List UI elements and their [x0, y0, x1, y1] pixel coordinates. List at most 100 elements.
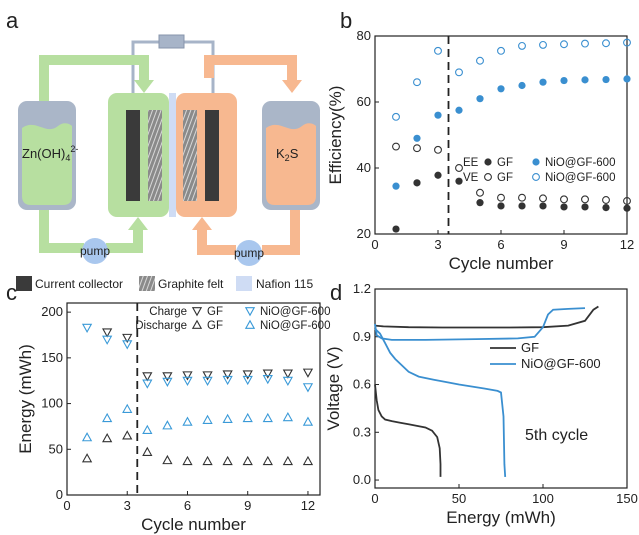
x-tick-label: 6	[497, 237, 504, 252]
data-point	[242, 412, 253, 423]
negolyte-loop	[39, 55, 154, 253]
data-point	[262, 412, 273, 423]
legend-felt-swatch	[139, 276, 155, 291]
data-point	[142, 379, 153, 389]
tank-left-label: Zn(OH)42-	[22, 144, 78, 163]
data-point	[413, 144, 421, 153]
graphite-felt-left	[148, 110, 162, 201]
legend-entry-label: NiO@GF-600	[521, 356, 601, 371]
panel-a-schematic: a Zn(OH)42- K2S	[6, 8, 320, 291]
membrane	[169, 93, 176, 217]
data-point	[455, 68, 463, 77]
data-point	[202, 376, 213, 387]
data-point	[102, 335, 113, 345]
plot-frame	[66, 302, 321, 496]
data-point	[560, 195, 568, 204]
data-point	[182, 371, 193, 381]
y-tick-label: 80	[357, 28, 371, 43]
x-tick-label: 12	[301, 498, 315, 513]
data-point	[581, 39, 589, 48]
current-collector-right	[205, 110, 219, 201]
x-tick-label: 9	[244, 498, 251, 513]
data-point	[242, 455, 253, 466]
data-point	[182, 455, 193, 466]
legend-row-label: Discharge	[135, 320, 187, 332]
data-point	[560, 40, 568, 49]
data-point	[623, 197, 631, 205]
data-point	[539, 78, 547, 86]
data-point	[518, 81, 526, 90]
tank-right-label: K2S	[276, 146, 299, 163]
data-point	[302, 416, 314, 426]
data-point	[497, 193, 505, 202]
data-point	[282, 411, 294, 422]
data-point	[581, 76, 589, 84]
legend-entry-label: NiO@GF-600	[545, 172, 615, 184]
data-point	[413, 179, 421, 187]
data-point	[302, 383, 314, 393]
data-point	[434, 111, 442, 119]
data-point	[302, 455, 314, 466]
data-point	[539, 194, 547, 203]
x-tick-label: 0	[63, 498, 70, 513]
data-point	[539, 202, 547, 210]
panel-d-voltage-chart: d 0 50 100 150 0.0 0.3 0.6 0.9 1.2 Energy (mWh) Vo…	[324, 280, 638, 527]
legend-entry-label: GF	[207, 320, 223, 332]
data-point	[202, 414, 213, 424]
data-point	[518, 41, 526, 50]
data-point	[102, 432, 113, 443]
data-point	[262, 455, 273, 466]
series-line	[374, 384, 442, 477]
data-point	[202, 371, 213, 381]
data-point	[222, 370, 233, 380]
data-point	[434, 171, 442, 179]
data-point	[476, 199, 484, 207]
data-point	[392, 225, 400, 233]
data-point	[162, 420, 173, 430]
legend-marker	[484, 158, 492, 166]
x-axis-label: Energy (mWh)	[446, 508, 556, 527]
data-point	[476, 95, 484, 103]
data-point	[262, 369, 273, 379]
legend-marker	[484, 173, 492, 181]
data-point	[560, 76, 568, 85]
data-point	[497, 202, 505, 210]
panel-c-label: c	[6, 280, 17, 305]
series-line	[374, 305, 599, 329]
data-point	[497, 85, 505, 93]
schematic-legend: Current collector Graphite felt Nafion 1…	[16, 276, 313, 291]
series-line	[374, 307, 586, 341]
data-point	[122, 333, 133, 344]
y-axis-label: Energy (mWh)	[16, 344, 35, 454]
data-point	[392, 182, 400, 190]
data-point	[81, 432, 93, 442]
y-tick-label: 200	[41, 304, 63, 319]
data-point	[282, 369, 294, 379]
legend-nafion-label: Nafion 115	[256, 277, 313, 291]
data-point	[282, 455, 294, 466]
data-point	[455, 177, 463, 185]
load-resistor	[158, 34, 185, 49]
negolyte-tank: Zn(OH)42-	[18, 101, 78, 210]
data-point	[102, 328, 113, 338]
data-point	[602, 196, 610, 204]
x-tick-label: 12	[620, 237, 634, 252]
data-point	[623, 204, 631, 212]
data-point	[242, 370, 253, 380]
y-tick-label: 50	[49, 441, 63, 456]
legend-row-label: Charge	[149, 306, 187, 318]
data-point	[413, 134, 421, 142]
data-point	[182, 416, 193, 426]
data-point	[122, 340, 133, 350]
legend-marker	[191, 319, 203, 329]
data-point	[413, 78, 421, 87]
y-tick-label: 100	[41, 396, 63, 411]
data-point	[602, 39, 610, 48]
data-point	[202, 455, 213, 466]
y-tick-label: 150	[41, 350, 63, 365]
data-point	[434, 46, 442, 55]
panel-a-label: a	[6, 8, 19, 33]
legend-entry-label: GF	[497, 157, 513, 169]
panel-d-label: d	[330, 280, 342, 305]
x-tick-label: 3	[434, 237, 441, 252]
